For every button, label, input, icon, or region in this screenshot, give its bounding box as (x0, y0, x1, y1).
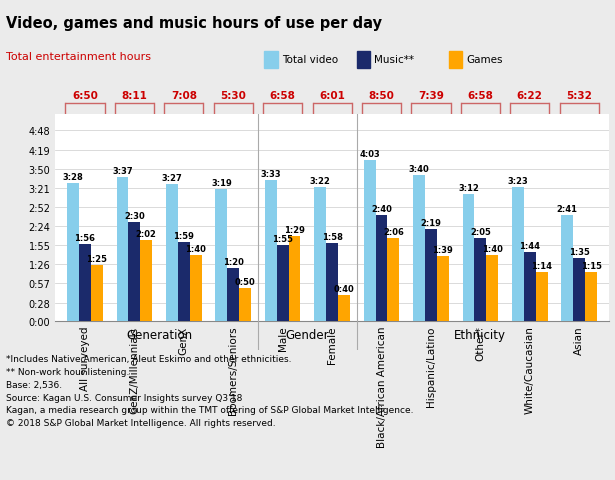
Text: 0:50: 0:50 (235, 277, 255, 287)
Bar (561, 215, 573, 322)
Text: 6:50: 6:50 (72, 91, 98, 101)
Text: 1:40: 1:40 (185, 244, 206, 253)
Bar (265, 180, 277, 322)
Bar (79, 245, 91, 322)
Text: 3:27: 3:27 (162, 174, 183, 183)
Text: *Includes Native American, Aleut Eskimo and other ethnicities.
** Non-work hour : *Includes Native American, Aleut Eskimo … (6, 354, 414, 427)
Bar (239, 288, 251, 322)
Bar (573, 259, 585, 322)
Text: 0:40: 0:40 (333, 284, 354, 293)
Text: Music**: Music** (374, 55, 414, 65)
Text: 2:30: 2:30 (124, 211, 145, 220)
Text: 2:19: 2:19 (421, 219, 442, 228)
Text: 1:39: 1:39 (432, 245, 453, 254)
Text: 8:50: 8:50 (368, 91, 394, 101)
Text: 1:20: 1:20 (223, 258, 244, 267)
Text: 3:37: 3:37 (113, 167, 133, 176)
Text: 2:05: 2:05 (470, 228, 491, 237)
Bar (462, 194, 474, 322)
Bar (387, 238, 399, 322)
Text: 1:29: 1:29 (284, 225, 305, 234)
Text: 3:19: 3:19 (211, 179, 232, 188)
Text: 1:35: 1:35 (569, 248, 590, 257)
Bar (215, 190, 228, 322)
Text: 1:56: 1:56 (74, 234, 95, 243)
Bar (376, 216, 387, 322)
Bar (425, 229, 437, 322)
Bar (228, 269, 239, 322)
Text: 8:11: 8:11 (122, 91, 148, 101)
Bar (512, 187, 524, 322)
Text: 2:41: 2:41 (557, 204, 578, 213)
Text: 2:02: 2:02 (136, 230, 157, 239)
Text: 6:58: 6:58 (270, 91, 296, 101)
Text: 2:06: 2:06 (383, 228, 404, 236)
Text: Games: Games (466, 55, 502, 65)
Bar (91, 265, 103, 322)
Bar (67, 184, 79, 322)
Bar (166, 185, 178, 322)
Bar (264, 52, 278, 68)
Text: Total entertainment hours: Total entertainment hours (6, 52, 151, 61)
Text: 4:03: 4:03 (359, 150, 380, 159)
Bar (486, 255, 498, 322)
Bar (314, 188, 326, 322)
Text: 3:40: 3:40 (409, 165, 429, 174)
Text: 1:58: 1:58 (322, 232, 343, 241)
Bar (357, 52, 370, 68)
Text: 5:30: 5:30 (220, 91, 246, 101)
Bar (190, 255, 202, 322)
Text: 5:32: 5:32 (566, 91, 592, 101)
Bar (437, 256, 449, 322)
Text: 3:33: 3:33 (261, 170, 281, 179)
Text: 1:59: 1:59 (173, 232, 194, 241)
Text: 3:23: 3:23 (507, 176, 528, 185)
Text: 1:44: 1:44 (519, 242, 541, 251)
Bar (536, 273, 547, 322)
Text: 3:22: 3:22 (310, 177, 331, 186)
Text: Total video: Total video (282, 55, 338, 65)
Bar (288, 236, 301, 322)
Text: 6:58: 6:58 (467, 91, 493, 101)
Text: 2:40: 2:40 (371, 205, 392, 214)
Bar (585, 272, 597, 322)
Text: 1:40: 1:40 (482, 244, 502, 253)
Bar (117, 178, 129, 322)
Text: 1:15: 1:15 (581, 261, 601, 270)
Text: 1:55: 1:55 (272, 235, 293, 243)
Bar (140, 241, 153, 322)
Text: 1:25: 1:25 (86, 254, 108, 264)
Bar (338, 295, 350, 322)
Text: Ethnicity: Ethnicity (454, 328, 506, 341)
Text: 3:12: 3:12 (458, 184, 479, 192)
Text: Generation: Generation (126, 328, 192, 341)
Text: 7:39: 7:39 (418, 91, 444, 101)
Bar (524, 253, 536, 322)
Bar (363, 161, 376, 322)
Bar (277, 245, 288, 322)
Text: Gender: Gender (285, 328, 329, 341)
Text: 3:28: 3:28 (63, 173, 84, 182)
Bar (474, 239, 486, 322)
Bar (413, 176, 425, 322)
Bar (178, 243, 190, 322)
Text: 6:01: 6:01 (319, 91, 345, 101)
Bar (449, 52, 462, 68)
Text: 6:22: 6:22 (517, 91, 542, 101)
Text: 7:08: 7:08 (171, 91, 197, 101)
Text: 1:14: 1:14 (531, 262, 552, 271)
Bar (326, 243, 338, 322)
Bar (129, 222, 140, 322)
Text: Video, games and music hours of use per day: Video, games and music hours of use per … (6, 16, 382, 31)
